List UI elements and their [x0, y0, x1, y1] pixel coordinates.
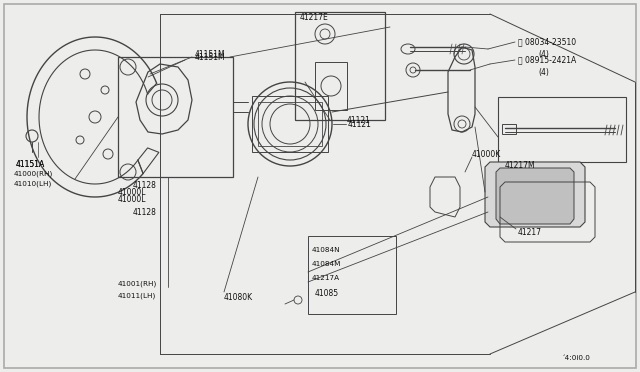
Text: 41217: 41217 [518, 228, 542, 237]
Text: 41000K: 41000K [472, 150, 501, 158]
Text: 41121: 41121 [348, 119, 372, 128]
Bar [295, 12, 385, 120]
Text: 41010(LH): 41010(LH) [14, 181, 52, 187]
Text: 41000L: 41000L [118, 187, 147, 196]
Text: 41085: 41085 [315, 289, 339, 298]
Text: 41121: 41121 [347, 115, 371, 125]
Bar [308, 236, 396, 314]
Text: (4): (4) [538, 49, 549, 58]
Text: 41151A: 41151A [16, 160, 45, 169]
Text: 41000L: 41000L [118, 195, 147, 203]
Polygon shape [485, 162, 585, 227]
Bar [315, 62, 347, 110]
Text: (4): (4) [538, 67, 549, 77]
Bar [118, 57, 233, 177]
Text: 41217M: 41217M [505, 160, 536, 170]
Text: 41151A: 41151A [16, 160, 45, 169]
Text: Ⓦ 08915-2421A: Ⓦ 08915-2421A [518, 55, 576, 64]
Text: 41011(LH): 41011(LH) [118, 293, 156, 299]
Text: 41128: 41128 [133, 208, 157, 217]
Text: 41217E: 41217E [300, 13, 329, 22]
Bar [498, 97, 626, 162]
Text: 41084M: 41084M [312, 261, 341, 267]
Text: ´4:0i0.0: ´4:0i0.0 [562, 355, 591, 361]
Text: 41000(RH): 41000(RH) [14, 171, 53, 177]
Bar [502, 124, 516, 134]
Text: 41151M: 41151M [195, 49, 226, 58]
Text: 41128: 41128 [133, 180, 157, 189]
Text: 41151M: 41151M [195, 52, 226, 61]
Text: 41001(RH): 41001(RH) [118, 281, 157, 287]
Bar [252, 96, 328, 152]
Text: 41084N: 41084N [312, 247, 340, 253]
Text: Ⓑ 08034-23510: Ⓑ 08034-23510 [518, 38, 576, 46]
Text: 41217A: 41217A [312, 275, 340, 281]
Bar [258, 102, 322, 146]
Polygon shape [496, 168, 574, 224]
Text: 41080K: 41080K [224, 292, 253, 301]
